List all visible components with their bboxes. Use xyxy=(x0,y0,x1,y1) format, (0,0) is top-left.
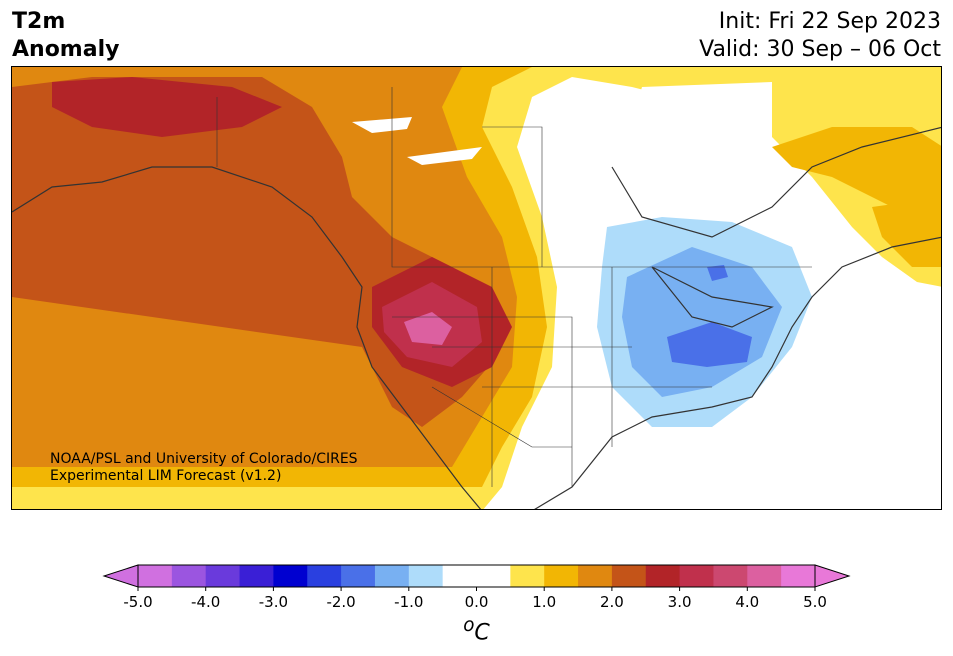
colorbar-tick-label: 3.0 xyxy=(668,593,692,611)
colorbar-box xyxy=(645,565,681,587)
colorbar-ticks: -5.0 -4.0 -3.0 -2.0 -1.0 0.0 1.0 2.0 3.0 4.0 5.0 xyxy=(123,587,827,611)
colorbar-unit: oC xyxy=(0,615,953,645)
colorbar-box xyxy=(341,565,376,587)
colorbar-box xyxy=(138,565,173,587)
credit-line-1: NOAA/PSL and University of Colorado/CIRE… xyxy=(50,451,358,467)
colorbar-box xyxy=(307,565,342,587)
title-line-1: T2m xyxy=(12,9,66,34)
credit-text: NOAA/PSL and University of Colorado/CIRE… xyxy=(50,451,358,485)
colorbar-box xyxy=(408,565,444,587)
political-borders xyxy=(216,87,812,487)
colorbar-box xyxy=(578,565,613,587)
colorbar-box xyxy=(239,565,274,587)
colorbar-box xyxy=(273,565,308,587)
colorbar: -5.0 -4.0 -3.0 -2.0 -1.0 0.0 1.0 2.0 3.0 4.0 5.0 xyxy=(102,564,851,611)
colorbar-tick-label: 4.0 xyxy=(735,593,759,611)
colorbar-box xyxy=(510,565,545,587)
colorbar-min-extend xyxy=(102,564,139,588)
colorbar-box xyxy=(476,565,511,587)
valid-range: Valid: 30 Sep – 06 Oct xyxy=(699,37,941,62)
colorbar-box xyxy=(611,565,647,587)
colorbar-max-extend xyxy=(814,564,851,588)
map-title: T2m Anomaly xyxy=(12,8,119,64)
colorbar-tick-label: 0.0 xyxy=(465,593,489,611)
colorbar-box xyxy=(171,565,207,587)
colorbar-box xyxy=(205,565,241,587)
forecast-dates: Init: Fri 22 Sep 2023 Valid: 30 Sep – 06… xyxy=(699,8,941,64)
map-svg xyxy=(12,67,941,509)
colorbar-tick-label: 2.0 xyxy=(600,593,624,611)
colorbar-tick-label: -5.0 xyxy=(123,593,152,611)
colorbar-box xyxy=(679,565,714,587)
colorbar-box xyxy=(374,565,410,587)
colorbar-tick-label: -4.0 xyxy=(191,593,220,611)
colorbar-tick-label: -2.0 xyxy=(326,593,355,611)
colorbar-box xyxy=(781,565,816,587)
init-date: Init: Fri 22 Sep 2023 xyxy=(718,9,941,34)
colorbar-box xyxy=(544,565,579,587)
colorbar-tick-label: 5.0 xyxy=(803,593,827,611)
anomaly-map: NOAA/PSL and University of Colorado/CIRE… xyxy=(11,66,942,510)
coastlines xyxy=(12,126,941,509)
cold-anomaly-shading xyxy=(597,217,812,427)
unit-letter: C xyxy=(474,620,490,646)
colorbar-tick-label: -1.0 xyxy=(394,593,423,611)
credit-line-2: Experimental LIM Forecast (v1.2) xyxy=(50,468,282,484)
title-line-2: Anomaly xyxy=(12,37,120,62)
unit-superscript: o xyxy=(463,615,475,636)
white-patches xyxy=(352,82,772,207)
colorbar-tick-label: 1.0 xyxy=(532,593,556,611)
colorbar-box xyxy=(713,565,748,587)
colorbar-box xyxy=(747,565,782,587)
colorbar-tick-label: -3.0 xyxy=(259,593,288,611)
colorbar-box xyxy=(442,565,477,587)
colorbar-boxes xyxy=(102,564,851,588)
